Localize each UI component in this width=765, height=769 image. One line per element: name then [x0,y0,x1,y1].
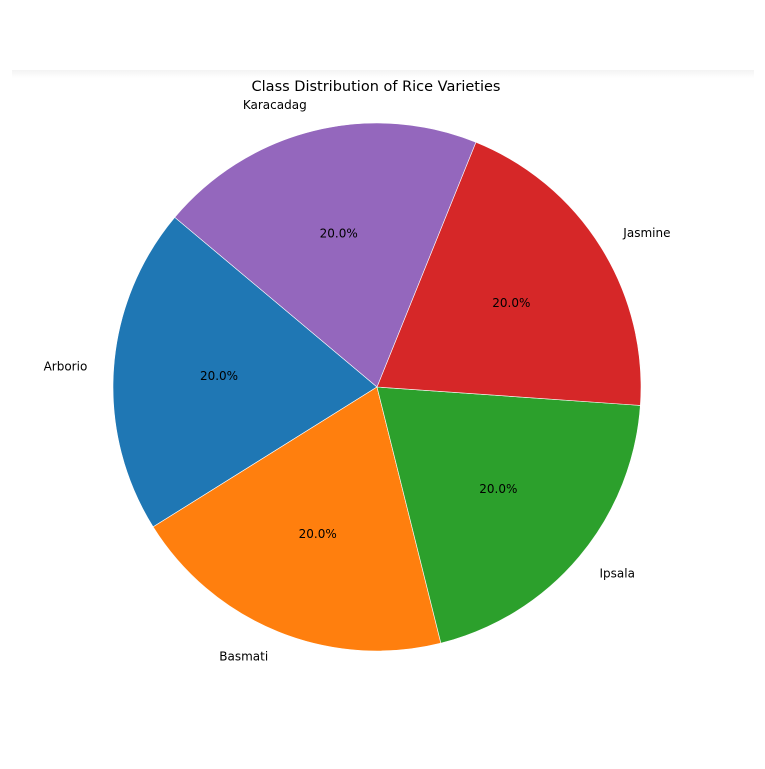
pie-slice-karacadag [174,122,477,388]
figure-top-shadow [12,70,754,78]
pie-slice-ipsala [376,386,641,644]
slice-label-arborio: Arborio [44,360,88,374]
pie-slice-jasmine [376,141,642,406]
chart-title: Class Distribution of Rice Varieties [252,79,501,95]
slice-percent-basmati: 20.0% [299,527,337,541]
pie-slice-basmati [152,386,442,652]
slice-label-basmati: Basmati [219,649,268,663]
slice-label-jasmine: Jasmine [622,226,670,240]
slice-percent-jasmine: 20.0% [492,296,530,310]
slice-percent-ipsala: 20.0% [479,482,517,496]
pie-slices [112,122,642,652]
pie-slice-arborio [112,216,378,528]
slice-label-ipsala: Ipsala [600,567,635,581]
slice-label-karacadag: Karacadag [243,98,307,112]
pie-labels: Arborio 20.0% Basmati 20.0% Ipsala 20.0% Jasmi… [44,98,671,663]
slice-percent-karacadag: 20.0% [320,226,358,240]
slice-percent-arborio: 20.0% [200,369,238,383]
